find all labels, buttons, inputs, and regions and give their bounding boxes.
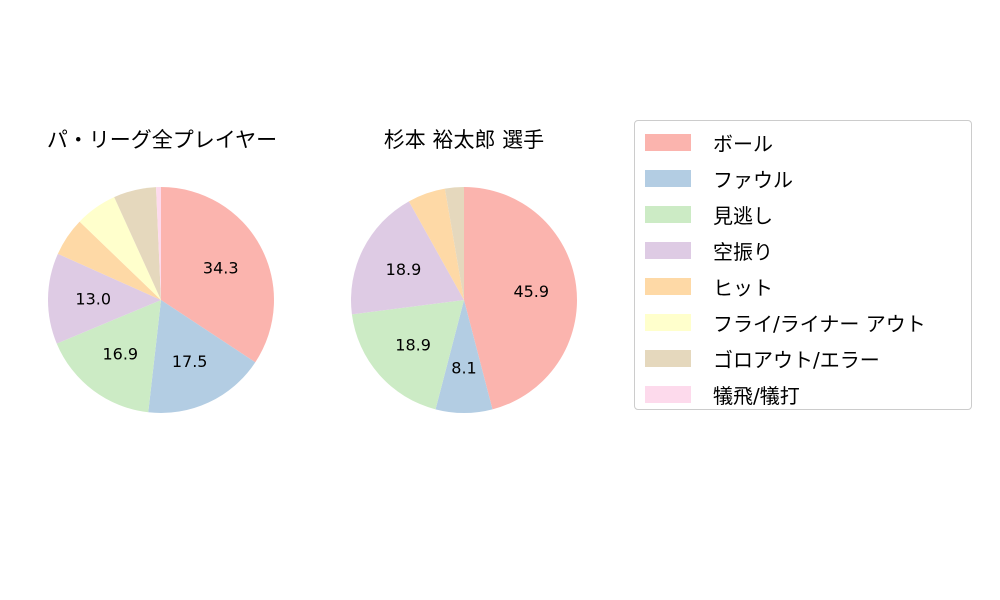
legend-item-犠飛-犠打: 犠飛/犠打 [645,381,800,408]
pie-label-見逃し: 18.9 [395,335,431,354]
legend-label: ゴロアウト/エラー [713,347,880,372]
pie-label-見逃し: 16.9 [102,345,138,364]
pie-label-ボール: 34.3 [203,258,239,277]
pie-label-ファウル: 8.1 [451,358,476,377]
legend-item-ボール: ボール [645,129,773,156]
legend-label: フライ/ライナー アウト [713,311,926,336]
legend-swatch [645,349,691,367]
pie-label-空振り: 18.9 [386,260,422,279]
legend-item-ヒット: ヒット [645,273,773,300]
legend-label: 空振り [713,239,773,264]
pie-slice-ファウル [148,300,256,413]
pie-slice-見逃し [351,300,464,410]
pie-slice-ボール [161,187,274,363]
legend-label: 犠飛/犠打 [713,383,800,408]
legend-swatch [645,385,691,403]
legend-label: ヒット [713,275,773,300]
pie-slice-見逃し [56,300,162,413]
legend-item-ゴロアウト-エラー: ゴロアウト/エラー [645,345,880,372]
legend-swatch [645,241,691,259]
pie-slice-ボール [464,187,577,410]
pie-slice-ゴロアウト-エラー [114,187,161,300]
pie-slice-ファウル [435,300,493,413]
legend-item-ファウル: ファウル [645,165,793,192]
pie-label-ファウル: 17.5 [172,352,208,371]
legend: ボールファウル見逃し空振りヒットフライ/ライナー アウト ゴロアウト/エラー 犠飛/… [634,120,972,410]
legend-label: 見逃し [713,203,773,228]
pie-slice-犠飛-犠打 [156,187,161,300]
pie-chart-player: 45.9 8.1 18.9 18.9 [350,187,577,413]
legend-label: ファウル [713,167,793,192]
pie-label-空振り: 13.0 [75,290,111,309]
legend-swatch [645,133,691,151]
legend-label: ボール [713,131,773,156]
pie-slice-フライ-ライナー-アウト [79,197,161,300]
pie-label-ボール: 45.9 [513,282,549,301]
legend-swatch [645,169,691,187]
pie-slice-ヒット [408,188,464,300]
pie-slice-空振り [350,201,464,315]
legend-swatch [645,313,691,331]
legend-swatch [645,277,691,295]
pie-slice-ヒット [57,221,161,300]
legend-item-フライ-ライナー-アウト: フライ/ライナー アウト [645,309,926,336]
pie-slice-空振り [48,253,162,344]
pie-slice-ゴロアウト-エラー [444,187,464,300]
chart-title-league: パ・リーグ全プレイヤー [46,128,278,152]
pie-chart-league: 34.3 17.5 16.9 13.0 [48,187,274,413]
legend-item-見逃し: 見逃し [645,201,773,228]
legend-swatch [645,205,691,223]
legend-item-空振り: 空振り [645,237,773,264]
chart-title-player: 杉本 裕太郎 選手 [383,128,545,152]
